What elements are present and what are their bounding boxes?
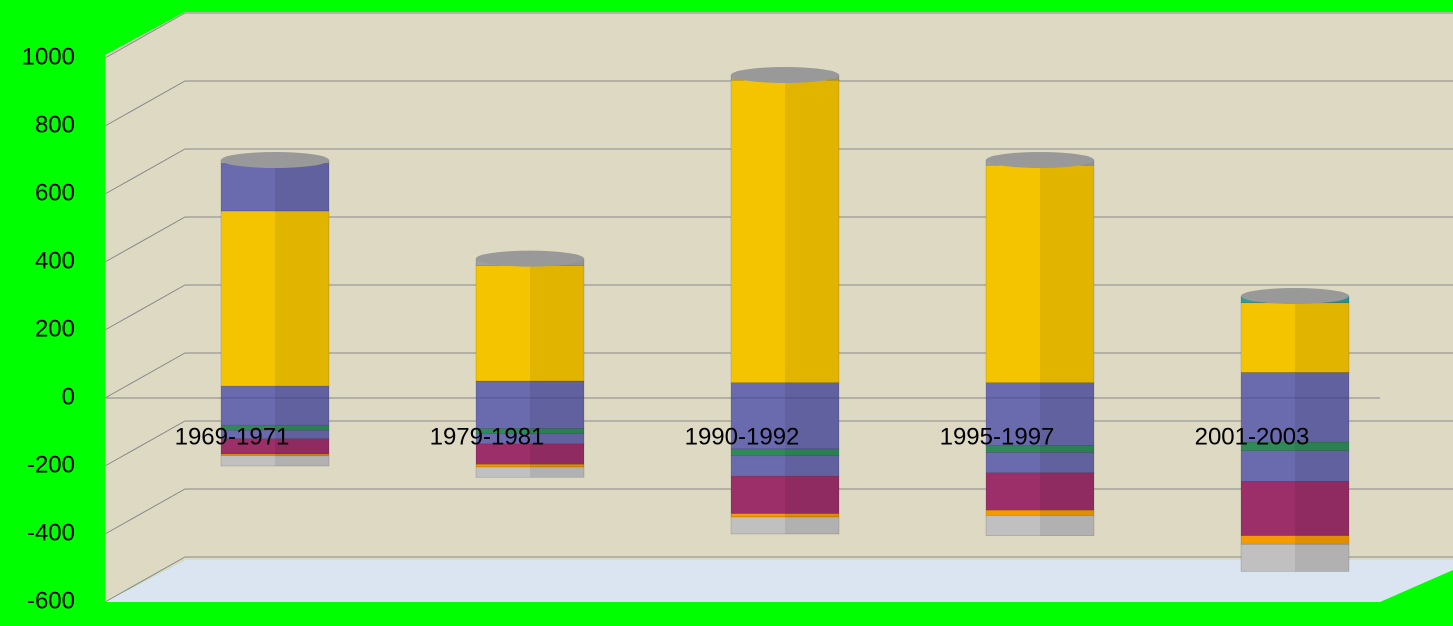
cylinder-shade: [1040, 160, 1094, 536]
y-tick-label: 400: [35, 247, 75, 274]
floor: [105, 560, 1453, 602]
cylinder-top: [1241, 288, 1349, 304]
x-tick-label: 2001-2003: [1195, 423, 1310, 450]
y-tick-label: -600: [27, 587, 75, 614]
y-tick-label: 1000: [22, 43, 75, 70]
cylinder-shade: [1295, 296, 1349, 572]
bar-segment: [475, 397, 585, 429]
x-tick-label: 1969-1971: [175, 423, 290, 450]
grid-line: [104, 556, 1453, 603]
bar-segment: [730, 79, 840, 383]
y-tick-label: 200: [35, 315, 75, 342]
bar-segment: [985, 515, 1095, 536]
cylinder-top: [986, 152, 1094, 168]
y-tick-label: 800: [35, 111, 75, 138]
y-tick-label: 0: [62, 383, 75, 410]
bar-segment: [730, 455, 840, 477]
bar-segment: [220, 438, 330, 455]
x-tick-label: 1990-1992: [685, 423, 800, 450]
bar-segment: [730, 516, 840, 535]
bar-segment: [730, 397, 840, 450]
y-tick-label: 600: [35, 179, 75, 206]
y-tick-label: -400: [27, 519, 75, 546]
cylinder-shade: [785, 75, 839, 534]
cylinder-shade: [275, 160, 329, 466]
bar-segment: [985, 472, 1095, 511]
bar-segment: [730, 475, 840, 514]
bar-segment: [220, 455, 330, 467]
grid-line: [104, 12, 1453, 59]
bar-segment: [985, 164, 1095, 383]
bar-segment: [1240, 543, 1350, 572]
cylinder-top: [731, 67, 839, 83]
bar-segment: [985, 397, 1095, 446]
bar-segment: [475, 466, 585, 478]
bar-segment: [1240, 481, 1350, 536]
bar-segment: [475, 265, 585, 382]
x-tick-label: 1995-1997: [940, 423, 1055, 450]
bar-segment: [220, 210, 330, 387]
cylinder-shade: [530, 258, 584, 478]
y-tick-label: -200: [27, 451, 75, 478]
bar-segment: [1240, 302, 1350, 373]
bar-segment: [1240, 372, 1350, 399]
grid-line: [104, 148, 1453, 195]
cylinder-top: [221, 152, 329, 168]
bar-segment: [1240, 450, 1350, 482]
x-tick-label: 1979-1981: [430, 423, 545, 450]
bar-segment: [220, 397, 330, 426]
grid-line: [104, 80, 1453, 127]
cylinder-top: [476, 250, 584, 267]
bar-segment: [1240, 397, 1350, 443]
